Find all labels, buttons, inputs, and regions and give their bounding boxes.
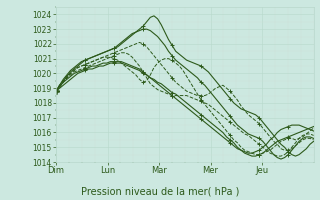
Text: Pression niveau de la mer( hPa ): Pression niveau de la mer( hPa ) xyxy=(81,186,239,196)
